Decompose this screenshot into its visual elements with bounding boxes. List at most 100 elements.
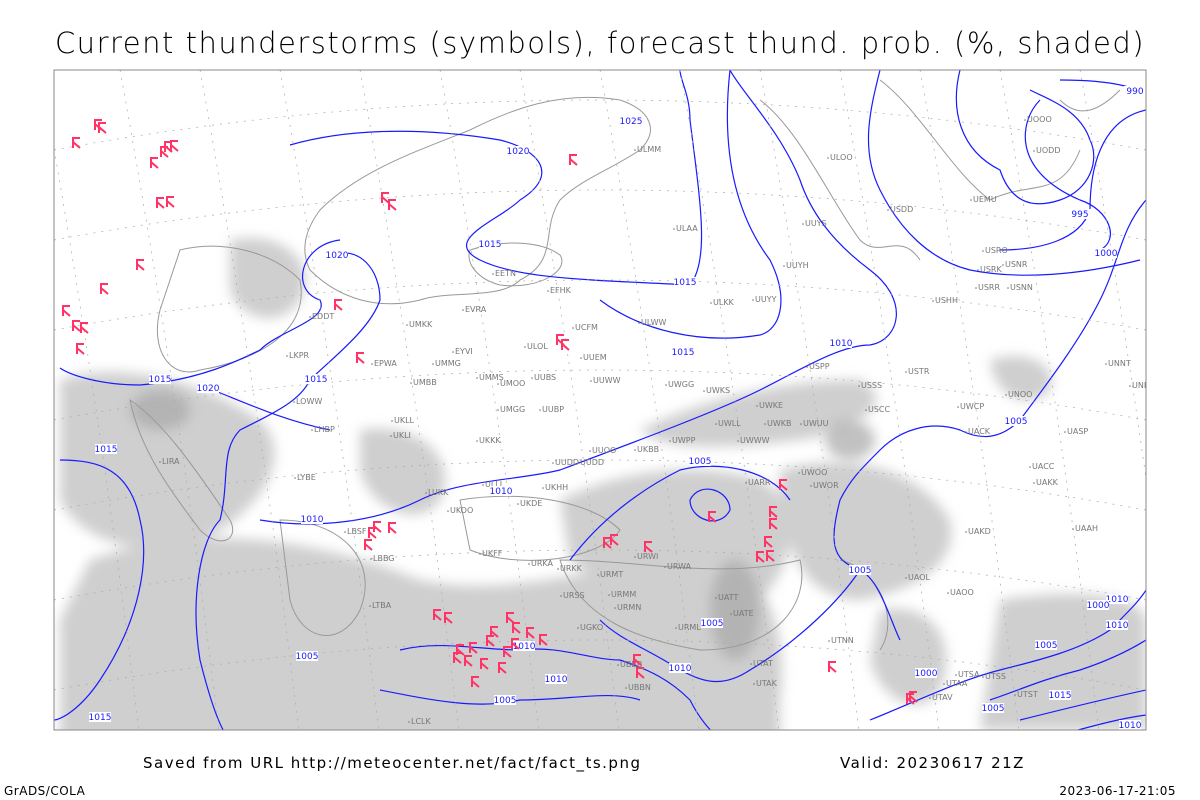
thunderstorm-symbol-icon (444, 612, 453, 624)
station-ucfm: UCFM (572, 323, 598, 332)
station-code: UNNT (1108, 359, 1131, 368)
station-urwi: URWI (634, 552, 658, 561)
thunderstorm-symbol-icon (98, 122, 107, 134)
station-code: URKA (531, 559, 554, 568)
station-code: URMN (617, 603, 641, 612)
isobar-label-bg (479, 239, 501, 249)
station-code: UUBP (542, 405, 564, 414)
station-code: UATT (718, 593, 738, 602)
station-code: URWI (637, 552, 658, 561)
thunderstorm-symbol-icon (136, 259, 145, 271)
isobar-label-bg (95, 444, 117, 454)
station-code: EPWA (374, 359, 397, 368)
isobar-label: 1015 (672, 348, 695, 358)
station-code: UWOR (813, 481, 839, 490)
isobar-label: 1015 (95, 445, 118, 455)
meridian-line (599, 70, 700, 730)
isobar-label: 1010 (669, 664, 692, 674)
station-uodd: UODD (1033, 146, 1060, 155)
station-code: UATE (733, 609, 754, 618)
thunderstorm-symbol-icon (512, 622, 521, 634)
thunderstorm-symbol-icon (644, 541, 653, 553)
isobar-label: 1000 (1087, 601, 1110, 611)
station-code: ULAA (676, 224, 698, 233)
station-ulaa: ULAA (673, 224, 698, 233)
station-code: USCC (868, 405, 891, 414)
thunderstorm-symbol-icon (364, 539, 373, 551)
station-code: UUYS (805, 219, 827, 228)
isobar-label-bg (701, 618, 723, 628)
station-code: LBSF (347, 527, 367, 536)
station-code: UAKD (968, 527, 991, 536)
thunderstorm-probability-shading-high (130, 390, 875, 660)
station-code: UUYY (755, 295, 777, 304)
meridian-line (279, 70, 380, 730)
station-umms: UMMS (476, 373, 504, 382)
thunderstorm-symbol-icon (503, 646, 512, 658)
station-code: UAOL (908, 573, 930, 582)
station-lkpr: LKPR (286, 351, 310, 360)
thunderstorm-symbol-icon (170, 140, 179, 152)
thunderstorm-symbol-icon (62, 305, 71, 317)
station-code: UWUU (803, 419, 829, 428)
thunderstorm-symbol-icon (766, 550, 775, 562)
station-utnn: UTNN (828, 636, 854, 645)
station-code: UEMU (973, 195, 997, 204)
station-code: UWKB (767, 419, 792, 428)
station-code: UKHH (545, 483, 568, 492)
isobar-label-bg (305, 374, 327, 384)
station-utss: UTSS (982, 672, 1006, 681)
thunderstorm-symbol-icon (561, 339, 570, 351)
station-code: UODD (1036, 146, 1060, 155)
station-code: UBBB (620, 660, 642, 669)
isobar-label-bg (830, 338, 852, 348)
station-ulkk: ULKK (710, 298, 735, 307)
station-code: UUDD (580, 458, 604, 467)
station-code: UWCP (960, 402, 984, 411)
thunderstorm-symbol-icon (909, 691, 918, 703)
thunderstorm-symbols (62, 119, 918, 705)
isobar-label-bg (1095, 248, 1117, 258)
station-uuyy: UUYY (752, 295, 777, 304)
meridian-line (119, 70, 220, 730)
thunderstorm-symbol-icon (72, 137, 81, 149)
station-uwoo: UWOO (798, 468, 827, 477)
station-code: UWPP (672, 436, 696, 445)
station-code: UTAT (753, 659, 773, 668)
station-code: USDD (890, 205, 913, 214)
station-ulmm: ULMM (634, 145, 661, 154)
isobar-label: 1005 (1005, 417, 1028, 427)
isobar-label: 1020 (197, 384, 220, 394)
station-code: USSS (861, 381, 882, 390)
station-code: LIRA (162, 457, 180, 466)
isobar-label: 1010 (513, 642, 536, 652)
station-code: UACK (968, 427, 991, 436)
thunderstorm-symbol-icon (569, 154, 578, 166)
station-uwww: UWWW (737, 436, 770, 445)
station-umgg: UMGG (497, 405, 525, 414)
thunderstorm-symbol-icon (80, 322, 89, 334)
station-code: ULMM (637, 145, 661, 154)
thunderstorm-symbol-icon (453, 652, 462, 664)
isobar-label-bg (672, 347, 694, 357)
thunderstorm-symbol-icon (769, 518, 778, 530)
isobar-label-bg (1106, 620, 1128, 630)
isobar-label: 1015 (149, 375, 172, 385)
isobar-label: 1005 (849, 566, 872, 576)
station-uspp: USPP (806, 362, 830, 371)
isobar-label: 1005 (494, 696, 517, 706)
isobar-label: 1005 (1035, 641, 1058, 651)
isobar-label: 1005 (296, 652, 319, 662)
isobar-label: 1025 (620, 117, 643, 127)
thunderstorm-symbol-icon (756, 551, 765, 563)
valid-time-text: Valid: 20230617 21Z (840, 754, 1025, 772)
isobar-label-bg (620, 116, 642, 126)
meridian-line (199, 70, 300, 730)
thunderstorm-probability-shading (60, 238, 1146, 730)
isobar-label-bg (1124, 86, 1146, 96)
station-lbsf: LBSF (344, 527, 367, 536)
thunderstorm-symbol-icon (480, 658, 489, 670)
station-code: UWKE (759, 401, 783, 410)
station-loww: LOWW (293, 397, 322, 406)
meridian-line (1079, 70, 1146, 481)
